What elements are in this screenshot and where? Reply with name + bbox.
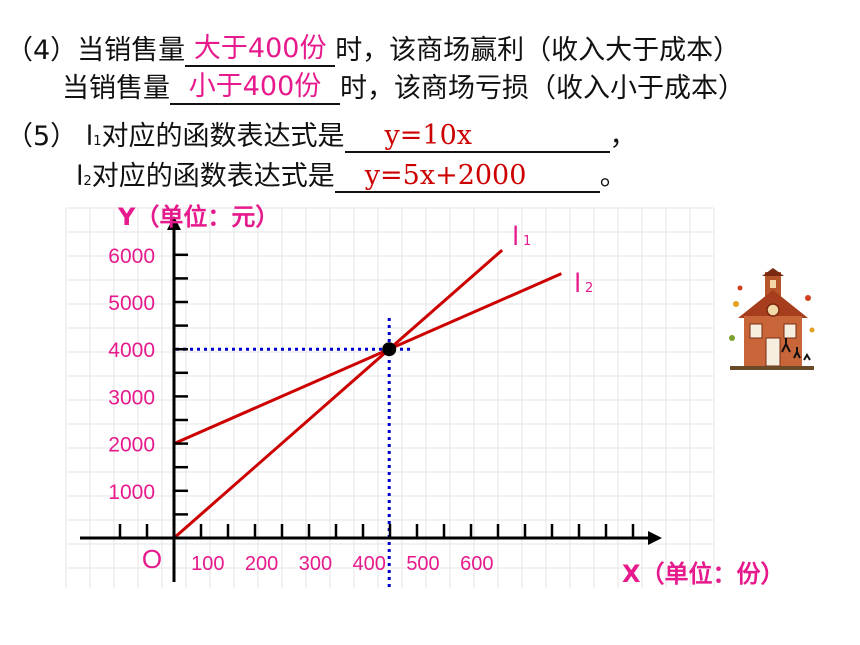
q5-l1-text: 对应的函数表达式是 [101,121,345,152]
q5-l2-text: 对应的函数表达式是 [91,161,335,192]
y-tick-label: 1000 [108,481,155,504]
x-axis-label: X（单位：份） [622,560,785,588]
question-5-line-1: （5） l1对应的函数表达式是 y=10x ， [6,114,637,153]
x-axis-arrow-icon [648,531,662,545]
y-tick-label: 2000 [108,434,155,457]
answer-l2-expression: y=5x+2000 [364,160,527,191]
answer-less-400: 小于400份 [188,71,322,102]
answer-greater-400: 大于400份 [193,33,327,64]
intersection-guides [176,318,412,588]
l1-subscript: 1 [93,134,102,149]
series-lines [173,248,562,540]
y-tick-label: 6000 [108,245,155,268]
series-label-l2: l [574,269,581,299]
axes [80,216,662,582]
series-label-sub-l1: 1 [523,234,531,249]
y-tick-label: 5000 [108,292,155,315]
x-tick-label: 300 [299,553,332,575]
q5-period: 。 [599,161,627,192]
intersection-point [382,342,397,357]
origin-label: O [142,544,162,574]
answer-blank-1: 大于400份 [185,33,336,67]
answer-blank-3: y=10x [344,120,610,153]
y-axis-arrow-icon [167,216,181,230]
q5-comma: ， [609,121,637,152]
ticks [118,253,635,538]
series-label-l1: l [512,222,519,252]
x-tick-label: 200 [245,553,278,575]
answer-blank-2: 小于400份 [170,71,340,105]
q4-prefix: （4）当销售量 [6,35,186,66]
question-4-line-2: 当销售量 小于400份 时，该商场亏损（收入小于成本） [62,66,745,105]
answer-blank-4: y=5x+2000 [334,160,600,193]
y-axis-label: Y（单位：元） [117,203,279,231]
series-line-l1 [173,248,504,540]
x-tick-label: 400 [353,553,386,575]
q5b-prefix: l [76,161,84,192]
q5-prefix: （5） l [6,121,94,152]
x-tick-label: 500 [406,553,439,575]
q4-suffix-profit: 时，该商场赢利（收入大于成本） [335,35,741,66]
q4-suffix-loss: 时，该商场亏损（收入小于成本） [340,73,745,104]
series-label-sub-l2: 2 [585,281,593,296]
chart-labels: 1000 2000 3000 4000 5000 6000 100 200 300 400 500 6… [108,203,784,588]
question-4-line-1: （4）当销售量 大于400份 时，该商场赢利（收入大于成本） [6,28,740,67]
answer-l1-expression: y=10x [384,120,473,151]
l2-subscript: 2 [83,174,92,189]
question-5-line-2: l2对应的函数表达式是 y=5x+2000 。 [76,154,627,193]
y-tick-label: 4000 [108,339,155,362]
x-tick-label: 100 [191,553,224,575]
q4b-prefix: 当销售量 [62,73,170,104]
series-line-l2 [173,272,562,445]
x-tick-label: 600 [460,553,493,575]
y-tick-label: 3000 [108,386,155,409]
school-house-icon [729,268,815,370]
